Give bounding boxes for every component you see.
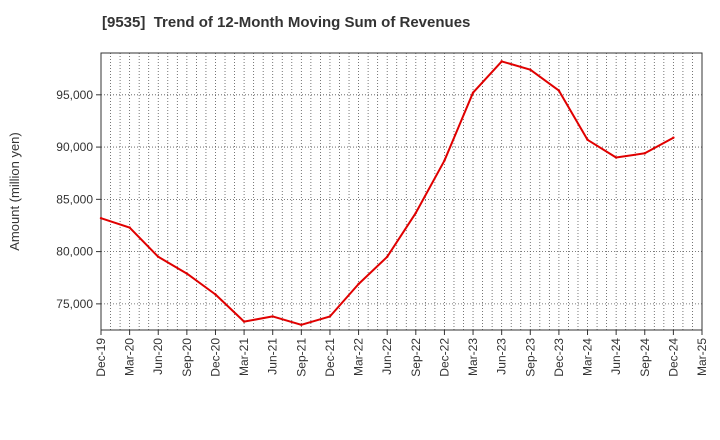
data-point <box>185 272 189 275</box>
data-point <box>385 255 389 259</box>
plot-frame <box>100 52 703 331</box>
y-tick-label: 95,000 <box>56 88 93 102</box>
x-tick-label: Dec-24 <box>666 338 680 377</box>
x-tick-label: Mar-25 <box>695 338 709 376</box>
chart-title: [9535] Trend of 12-Month Moving Sum of R… <box>102 14 471 31</box>
data-point <box>557 89 561 92</box>
data-point <box>586 138 589 141</box>
data-point <box>471 91 475 94</box>
data-point <box>414 211 418 215</box>
x-tick-label: Jun-21 <box>266 338 280 375</box>
data-point <box>500 60 503 63</box>
x-tick-label: Mar-23 <box>466 338 480 376</box>
data-point <box>672 136 675 139</box>
x-tick-label: Mar-21 <box>237 338 251 376</box>
x-tick-label: Dec-23 <box>552 338 566 377</box>
data-point <box>328 315 332 318</box>
data-point <box>614 156 618 159</box>
x-tick-label: Jun-20 <box>151 338 165 375</box>
axis-layer <box>96 52 703 335</box>
data-point <box>214 293 217 296</box>
y-tick-label: 75,000 <box>56 297 93 311</box>
x-tick-label: Mar-24 <box>581 338 595 376</box>
x-tick-label: Sep-23 <box>523 338 537 377</box>
data-point <box>300 323 303 326</box>
data-point <box>271 315 274 318</box>
x-tick-label: Sep-24 <box>638 338 652 377</box>
data-point <box>357 282 360 286</box>
x-tick-label: Jun-23 <box>495 338 509 375</box>
series-line <box>100 60 674 326</box>
x-tick-label: Sep-20 <box>180 338 194 377</box>
data-point <box>529 68 532 71</box>
x-tick-label: Dec-20 <box>208 338 222 377</box>
data-point <box>242 320 246 323</box>
x-tick-label: Dec-22 <box>437 338 451 377</box>
y-tick-label: 85,000 <box>56 192 93 206</box>
data-point <box>99 216 103 220</box>
y-tick-label: 80,000 <box>56 245 93 259</box>
label-layer: 75,000 80,000 85,000 90,000 95,000 Dec-19 Mar-… <box>7 88 709 377</box>
x-tick-label: Sep-21 <box>294 338 308 377</box>
data-point <box>128 226 131 229</box>
x-tick-label: Jun-22 <box>380 338 394 375</box>
data-point <box>643 152 646 155</box>
data-point <box>157 255 160 259</box>
x-tick-label: Sep-22 <box>409 338 423 377</box>
x-tick-label: Mar-22 <box>352 338 366 376</box>
x-tick-label: Jun-24 <box>609 338 623 375</box>
y-tick-label: 90,000 <box>56 140 93 154</box>
x-tick-label: Dec-21 <box>323 338 337 377</box>
x-tick-label: Mar-20 <box>123 338 137 376</box>
y-axis-label: Amount (million yen) <box>7 132 22 251</box>
series-layer <box>99 60 675 326</box>
x-tick-label: Dec-19 <box>94 338 108 377</box>
grid-layer <box>101 53 702 330</box>
data-point <box>443 159 446 162</box>
